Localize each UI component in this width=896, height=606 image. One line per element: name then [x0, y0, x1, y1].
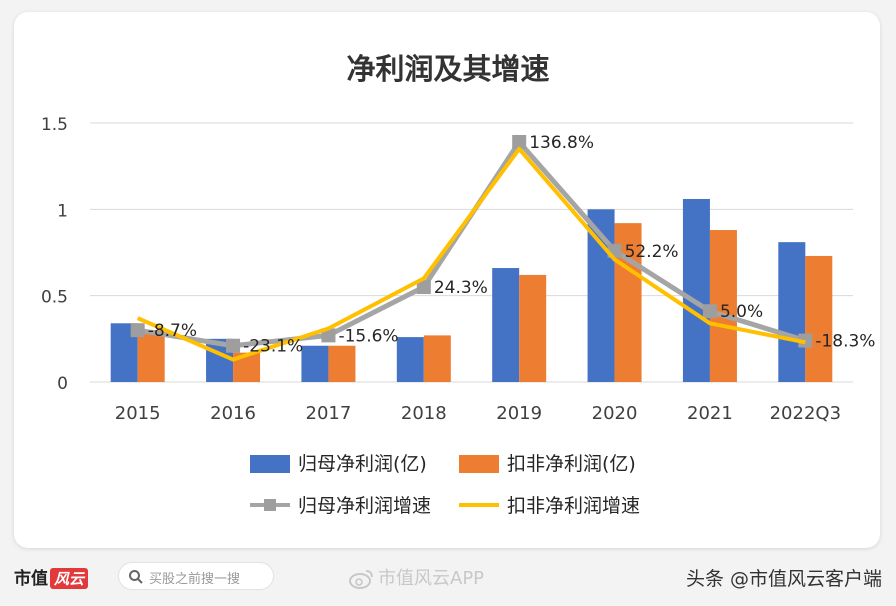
chart-title: 净利润及其增速	[346, 52, 549, 86]
bar-non-gaap-profit	[423, 335, 451, 382]
x-tick-label: 2016	[210, 403, 256, 424]
line-marker	[416, 280, 431, 295]
bar-non-gaap-profit	[805, 255, 833, 382]
x-tick-label: 2022Q3	[770, 403, 841, 424]
x-axis: 2015 2016 2017 2018 2019 2020 2021 2022Q3	[115, 403, 841, 424]
line-marker	[321, 328, 336, 343]
line-marker	[702, 304, 717, 319]
y-tick-label: 1	[57, 201, 68, 221]
data-label: 136.8%	[529, 133, 594, 153]
watermark-text: 市值风云APP	[378, 568, 485, 589]
bar-non-gaap-profit	[328, 345, 356, 382]
y-tick-label: 1.5	[41, 115, 68, 135]
footer-bar: 市值 风云 买股之前搜一搜 市值风云APP 头条 @市值风云客户端	[0, 550, 896, 606]
data-labels: -8.7% -23.1% -15.6% 24.3% 136.8% 52.2% 5.0% -18…	[148, 133, 876, 357]
bar-non-gaap-profit	[519, 274, 547, 382]
bar-net-profit	[682, 198, 710, 382]
x-tick-label: 2021	[687, 403, 733, 424]
data-label: 5.0%	[720, 302, 763, 322]
x-tick-label: 2019	[496, 403, 542, 424]
legend-marker	[264, 499, 276, 511]
bar-non-gaap-profit	[137, 330, 165, 382]
x-tick-label: 2017	[306, 403, 352, 424]
x-tick-label: 2020	[592, 403, 638, 424]
line-non-gaap-growth	[136, 146, 806, 362]
data-label: -15.6%	[338, 326, 398, 346]
brand-text: 市值	[14, 569, 48, 589]
bar-net-profit	[396, 337, 424, 382]
legend-swatch	[250, 455, 290, 473]
data-label: -18.3%	[815, 332, 875, 352]
y-axis: 0 0.5 1 1.5	[41, 115, 68, 394]
line-marker	[512, 134, 527, 149]
bar-net-profit	[492, 268, 520, 382]
legend-label: 扣非净利润(亿)	[507, 453, 636, 475]
line-series	[130, 134, 813, 362]
search-placeholder: 买股之前搜一搜	[149, 572, 241, 587]
y-tick-label: 0.5	[41, 288, 68, 308]
line-marker	[226, 338, 241, 353]
legend: 归母净利润(亿) 扣非净利润(亿) 归母净利润增速 扣非净利润增速	[250, 453, 640, 517]
bar-net-profit	[301, 345, 329, 382]
legend-label: 归母净利润(亿)	[298, 453, 427, 475]
source-credit: 头条 @市值风云客户端	[685, 568, 882, 590]
line-marker	[130, 323, 145, 338]
search-box[interactable]: 买股之前搜一搜	[118, 562, 274, 590]
x-tick-label: 2018	[401, 403, 447, 424]
data-label: 24.3%	[434, 278, 488, 298]
legend-label: 扣非净利润增速	[507, 495, 640, 517]
data-label: -8.7%	[148, 321, 197, 341]
brand-logo: 市值 风云	[14, 564, 89, 589]
legend-swatch	[459, 455, 499, 473]
data-label: 52.2%	[625, 242, 679, 262]
y-tick-label: 0	[57, 374, 68, 394]
legend-label: 归母净利润增速	[298, 495, 431, 517]
brand-badge: 风云	[50, 568, 89, 589]
chart: 净利润及其增速 0 0.5 1 1.5 -8.7% -23.1% -15.6% 24.3% 1…	[41, 52, 876, 517]
watermark: 市值风云APP	[348, 564, 485, 589]
x-tick-label: 2015	[115, 403, 161, 424]
search-icon	[129, 570, 143, 584]
bar-net-profit	[778, 242, 806, 382]
weibo-icon	[349, 570, 373, 589]
data-label: -23.1%	[243, 337, 303, 357]
